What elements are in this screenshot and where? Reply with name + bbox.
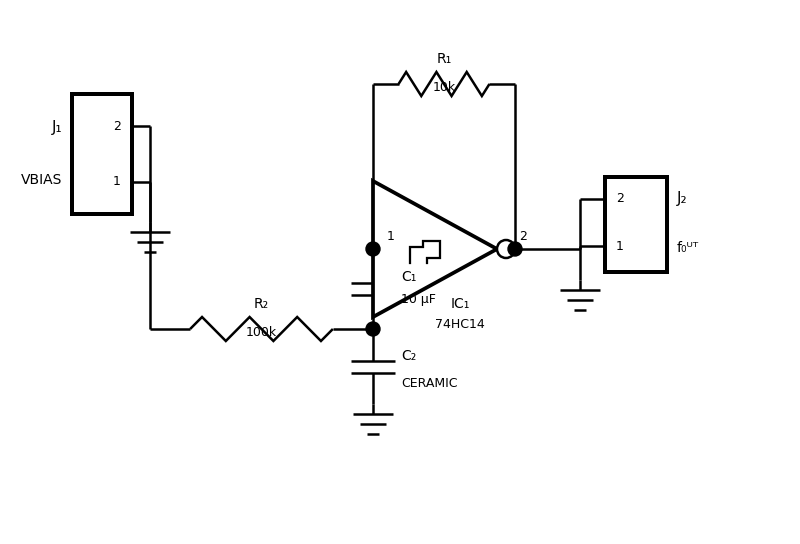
Text: 1: 1 — [387, 231, 395, 244]
Text: 2: 2 — [519, 231, 527, 244]
Circle shape — [366, 242, 380, 256]
Circle shape — [508, 242, 522, 256]
Circle shape — [497, 240, 515, 258]
Text: J₂: J₂ — [677, 191, 688, 206]
Text: 2: 2 — [616, 193, 624, 205]
Text: IC₁: IC₁ — [450, 297, 470, 311]
Text: 2: 2 — [113, 120, 121, 133]
Text: 74HC14: 74HC14 — [435, 318, 485, 331]
Text: R₁: R₁ — [436, 52, 452, 66]
Text: C₁: C₁ — [401, 270, 416, 284]
Text: CERAMIC: CERAMIC — [401, 377, 458, 390]
Polygon shape — [373, 181, 497, 317]
Text: 1: 1 — [616, 240, 624, 253]
Text: C₂: C₂ — [401, 349, 416, 363]
Text: VBIAS: VBIAS — [21, 174, 62, 187]
Text: J₁: J₁ — [51, 120, 62, 135]
Text: 10 μF: 10 μF — [401, 293, 436, 306]
Text: f₀ᵁᵀ: f₀ᵁᵀ — [677, 241, 699, 255]
Bar — [72, 94, 132, 214]
Bar — [605, 177, 667, 272]
Text: 100k: 100k — [246, 326, 277, 339]
Text: 1: 1 — [113, 175, 121, 188]
Circle shape — [366, 322, 380, 336]
Text: 10k: 10k — [433, 81, 455, 94]
Text: R₂: R₂ — [254, 297, 269, 311]
